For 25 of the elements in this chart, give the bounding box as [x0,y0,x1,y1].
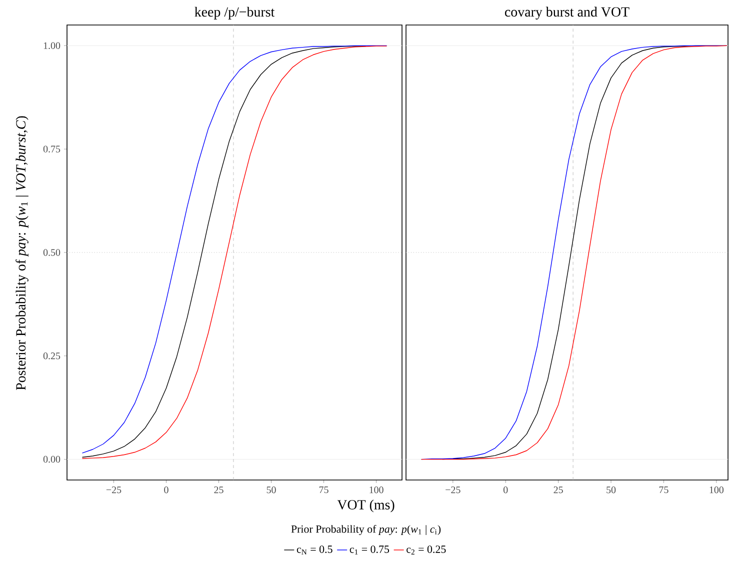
x-axis-title: VOT (ms) [337,500,394,512]
x-tick-label: 100 [370,486,384,494]
x-tick-label: 75 [659,486,668,494]
text: Posterior Probability of pay: p(w$_{1}$ | VOT,burst,C) [16,116,28,390]
x-tick-label: 75 [319,486,328,494]
x-tick-label: 50 [266,486,276,494]
x-tick-label: 25 [554,486,563,494]
text: Prior Probability of pay: p(w$_{1}$ | c$_{i}$) [291,524,441,536]
chart-title: covary burst and VOT [504,6,630,20]
legend-label: c$_{1}$ = 0.75 [350,546,390,554]
legend-label: c$_{N}$ = 0.5 [296,546,332,554]
x-tick-label: −25 [106,486,122,494]
legend-label: c$_{2}$ = 0.25 [406,546,446,554]
x-tick-label: 0 [504,486,508,494]
x-tick-label: 25 [214,486,224,494]
y-tick-label: 1.00 [44,42,60,50]
x-tick-label: 100 [710,486,724,494]
y-tick-label: 0.75 [43,146,60,152]
x-tick-label: −25 [446,486,460,494]
x-tick-label: 50 [606,486,616,494]
y-tick-label: 0.50 [43,249,60,256]
chart-title: keep /p/−burst [194,6,275,20]
y-tick-label: 0.25 [43,352,60,360]
y-tick-label: 0.00 [43,456,60,463]
x-tick-label: 0 [164,486,168,494]
